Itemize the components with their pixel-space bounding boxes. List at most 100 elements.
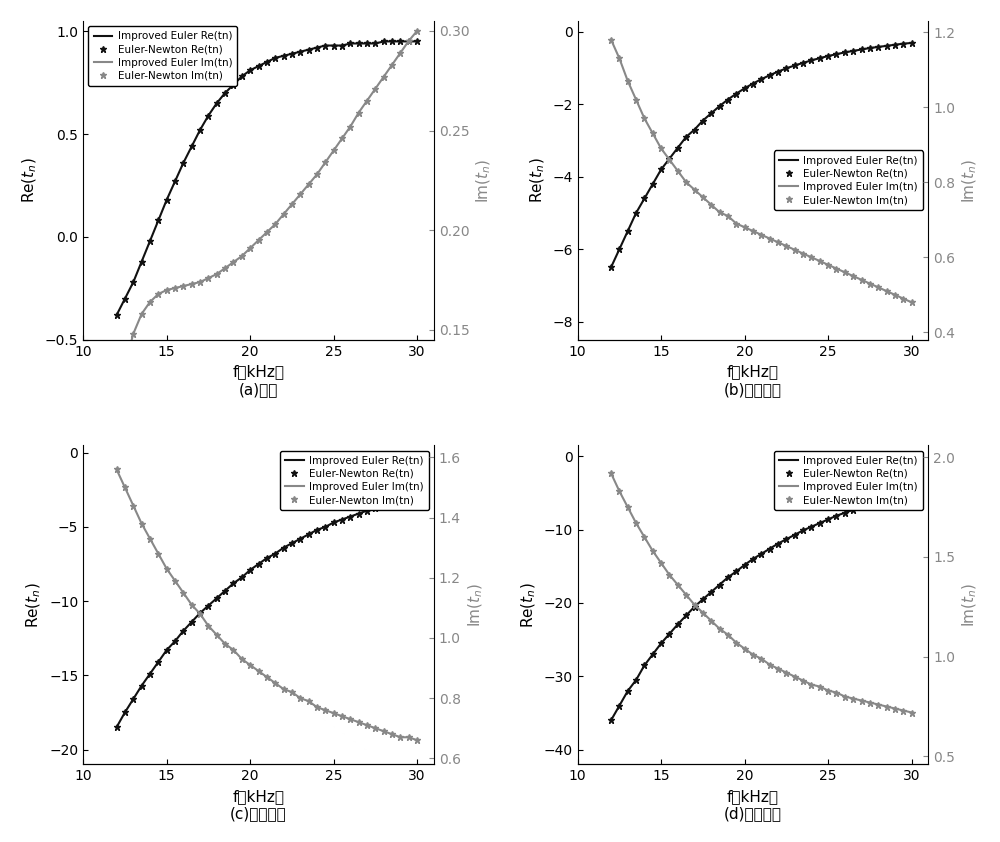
Improved Euler Re(tn): [344, 39, 356, 49]
Euler-Newton Im(tn): [244, 660, 256, 670]
Euler-Newton Re(tn): [797, 58, 809, 68]
Improved Euler Im(tn): [336, 711, 348, 722]
Y-axis label: Im($t_n$): Im($t_n$): [466, 583, 485, 627]
Improved Euler Re(tn): [386, 36, 398, 46]
Improved Euler Re(tn): [127, 694, 139, 704]
Improved Euler Im(tn): [211, 269, 223, 280]
Euler-Newton Im(tn): [269, 219, 281, 229]
Improved Euler Im(tn): [177, 588, 189, 598]
Euler-Newton Im(tn): [378, 726, 390, 736]
Euler-Newton Im(tn): [822, 685, 834, 695]
Improved Euler Re(tn): [411, 36, 423, 46]
Euler-Newton Im(tn): [294, 189, 306, 200]
Euler-Newton Re(tn): [780, 63, 792, 73]
Euler-Newton Re(tn): [638, 660, 650, 670]
Improved Euler Re(tn): [161, 645, 173, 655]
Euler-Newton Im(tn): [236, 251, 248, 261]
Improved Euler Re(tn): [814, 518, 826, 528]
Euler-Newton Re(tn): [202, 600, 214, 610]
Improved Euler Im(tn): [236, 251, 248, 261]
Improved Euler Im(tn): [152, 549, 164, 559]
Euler-Newton Re(tn): [361, 39, 373, 49]
Euler-Newton Re(tn): [672, 619, 684, 629]
Euler-Newton Im(tn): [805, 253, 817, 263]
Improved Euler Re(tn): [136, 680, 148, 690]
Improved Euler Re(tn): [672, 142, 684, 152]
Euler-Newton Re(tn): [144, 669, 156, 679]
Euler-Newton Re(tn): [136, 257, 148, 267]
Improved Euler Im(tn): [386, 729, 398, 739]
Euler-Newton Re(tn): [186, 141, 198, 152]
Euler-Newton Im(tn): [369, 723, 381, 733]
Improved Euler Re(tn): [336, 40, 348, 51]
Euler-Newton Re(tn): [161, 645, 173, 655]
Improved Euler Re(tn): [236, 72, 248, 82]
Improved Euler Im(tn): [655, 143, 667, 153]
Euler-Newton Im(tn): [714, 207, 726, 217]
Euler-Newton Im(tn): [194, 277, 206, 287]
Improved Euler Im(tn): [394, 48, 406, 58]
Euler-Newton Re(tn): [253, 559, 265, 569]
Euler-Newton Re(tn): [714, 101, 726, 111]
Euler-Newton Im(tn): [764, 233, 776, 243]
Euler-Newton Re(tn): [236, 72, 248, 82]
Euler-Newton Re(tn): [772, 67, 784, 77]
Improved Euler Im(tn): [127, 329, 139, 339]
Improved Euler Re(tn): [647, 649, 659, 659]
Legend: Improved Euler Re(tn), Euler-Newton Re(tn), Improved Euler Im(tn), Euler-Newton : Improved Euler Re(tn), Euler-Newton Re(t…: [88, 26, 237, 86]
Line: Improved Euler Im(tn): Improved Euler Im(tn): [117, 469, 417, 740]
Euler-Newton Im(tn): [730, 218, 742, 228]
Euler-Newton Im(tn): [386, 60, 398, 70]
Improved Euler Im(tn): [369, 83, 381, 93]
Euler-Newton Re(tn): [797, 525, 809, 536]
Euler-Newton Im(tn): [697, 608, 709, 618]
Improved Euler Re(tn): [739, 560, 751, 570]
Improved Euler Re(tn): [797, 525, 809, 536]
Improved Euler Im(tn): [186, 279, 198, 289]
Improved Euler Im(tn): [622, 502, 634, 512]
Euler-Newton Im(tn): [378, 72, 390, 82]
Euler-Newton Im(tn): [136, 519, 148, 529]
Euler-Newton Re(tn): [144, 236, 156, 246]
Euler-Newton Im(tn): [663, 155, 675, 165]
Euler-Newton Re(tn): [286, 538, 298, 548]
Improved Euler Re(tn): [897, 490, 909, 500]
Euler-Newton Im(tn): [655, 143, 667, 153]
Euler-Newton Im(tn): [361, 95, 373, 105]
Improved Euler Im(tn): [864, 697, 876, 707]
Improved Euler Re(tn): [839, 47, 851, 57]
Euler-Newton Re(tn): [286, 49, 298, 59]
Euler-Newton Re(tn): [722, 94, 734, 104]
Euler-Newton Re(tn): [839, 508, 851, 518]
Euler-Newton Re(tn): [169, 176, 181, 186]
Improved Euler Im(tn): [336, 133, 348, 143]
Euler-Newton Re(tn): [730, 567, 742, 577]
Improved Euler Im(tn): [822, 259, 834, 269]
Improved Euler Im(tn): [202, 621, 214, 631]
Improved Euler Im(tn): [897, 294, 909, 304]
Improved Euler Im(tn): [344, 121, 356, 131]
Euler-Newton Re(tn): [119, 707, 131, 717]
Improved Euler Re(tn): [227, 80, 239, 90]
Euler-Newton Re(tn): [630, 675, 642, 685]
Improved Euler Im(tn): [689, 184, 701, 195]
Euler-Newton Im(tn): [261, 227, 273, 237]
Improved Euler Re(tn): [294, 534, 306, 544]
Improved Euler Im(tn): [797, 675, 809, 685]
Line: Euler-Newton Im(tn): Euler-Newton Im(tn): [113, 27, 421, 379]
Euler-Newton Re(tn): [386, 498, 398, 509]
Euler-Newton Im(tn): [303, 179, 315, 189]
Line: Improved Euler Re(tn): Improved Euler Re(tn): [117, 41, 417, 315]
Improved Euler Im(tn): [647, 128, 659, 138]
Euler-Newton Im(tn): [136, 309, 148, 319]
Improved Euler Im(tn): [872, 700, 884, 710]
Improved Euler Re(tn): [856, 45, 868, 55]
Euler-Newton Re(tn): [814, 53, 826, 63]
Improved Euler Im(tn): [161, 563, 173, 573]
Improved Euler Re(tn): [194, 608, 206, 618]
Improved Euler Im(tn): [211, 630, 223, 640]
Improved Euler Im(tn): [605, 35, 617, 45]
Euler-Newton Re(tn): [897, 39, 909, 49]
Euler-Newton Re(tn): [244, 565, 256, 575]
Euler-Newton Re(tn): [689, 602, 701, 612]
